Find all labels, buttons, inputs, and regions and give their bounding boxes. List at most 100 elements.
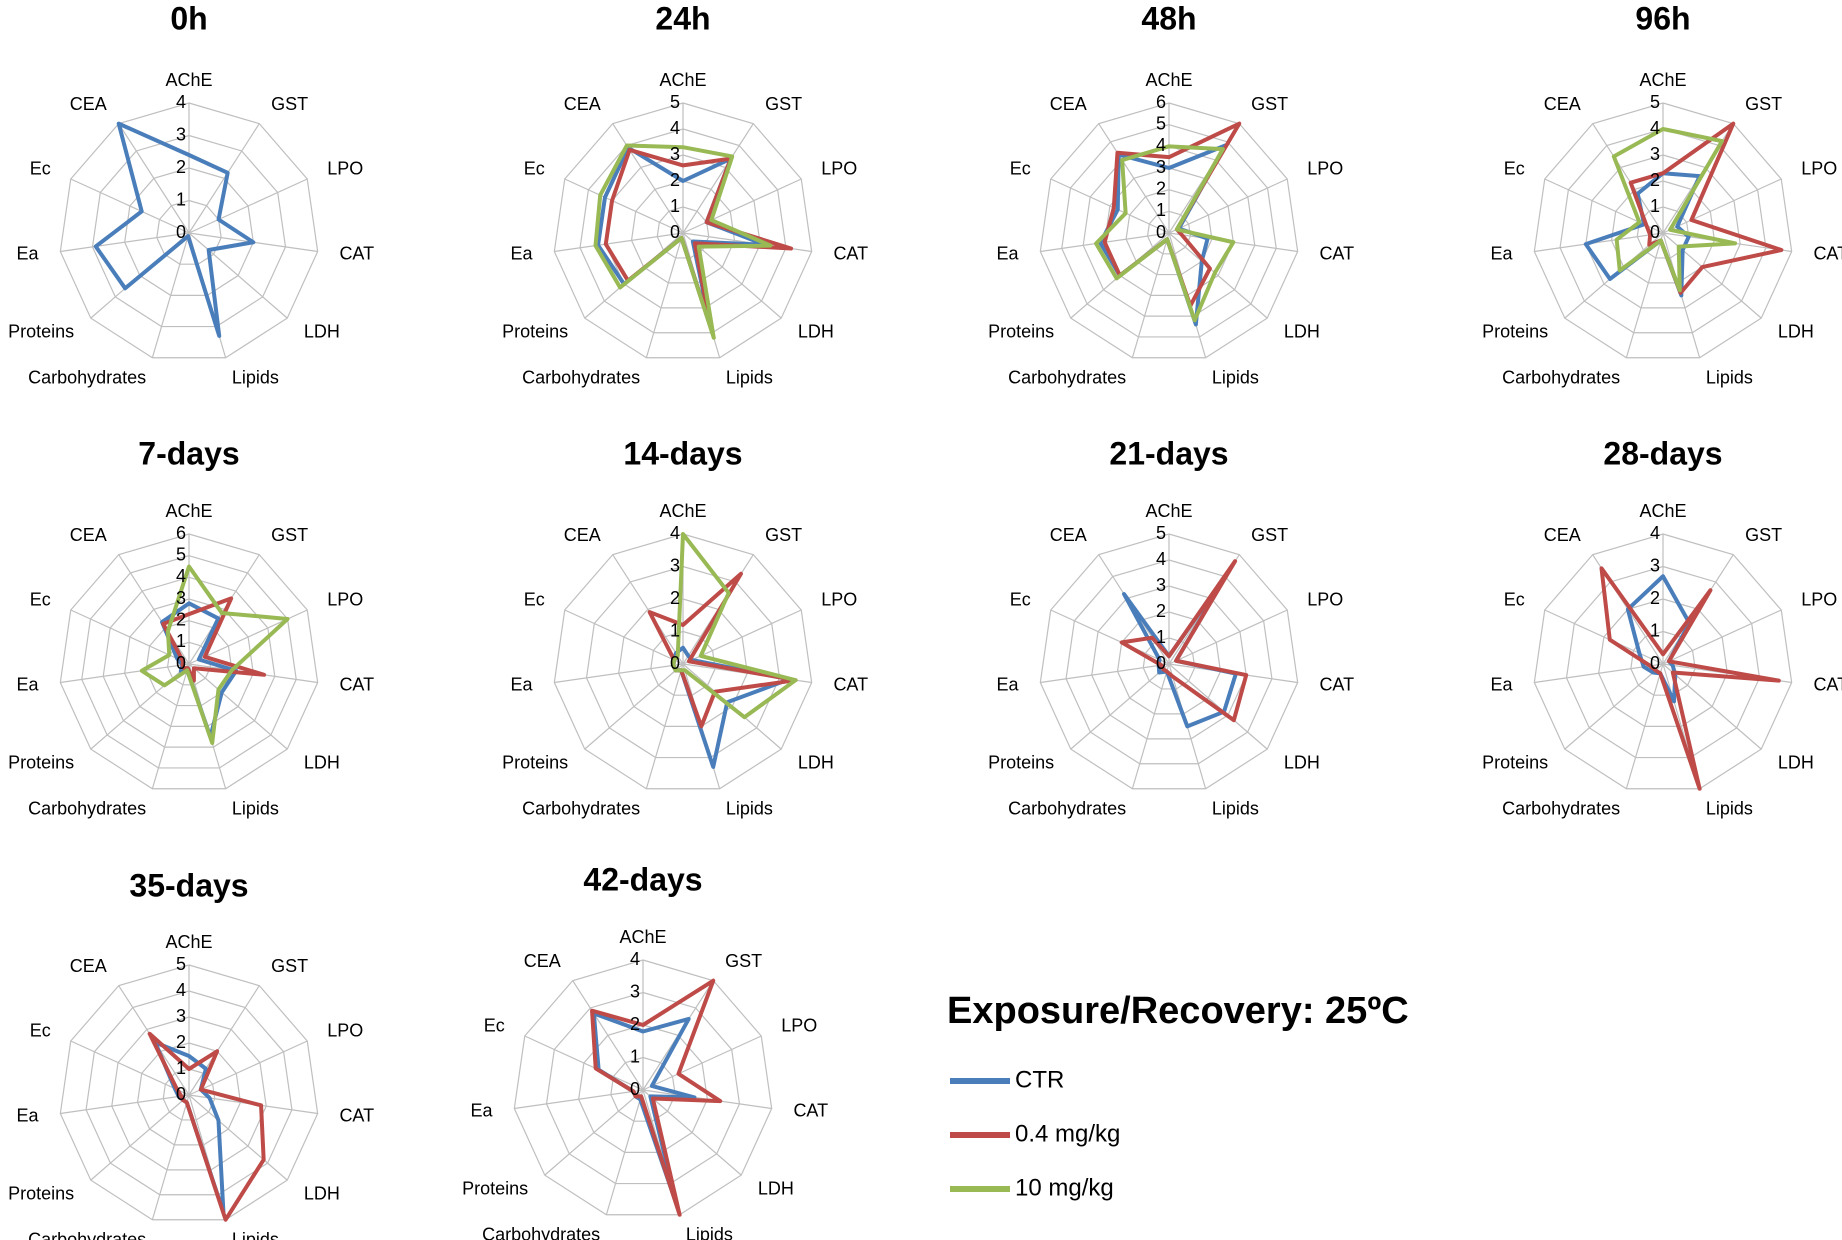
spoke: [612, 554, 684, 665]
axis-label: Carbohydrates: [28, 799, 146, 819]
series-line: [1122, 567, 1238, 729]
grid-ring: [91, 134, 287, 328]
series-line: [647, 571, 798, 729]
grid-ring: [1082, 145, 1256, 317]
axis-label: Ea: [997, 243, 1020, 263]
chart-title: 7-days: [138, 435, 239, 471]
grid-ring: [1630, 630, 1696, 696]
axis-label: Ec: [484, 1016, 505, 1036]
spoke: [188, 123, 260, 234]
axis-label: AChE: [165, 70, 212, 90]
r-tick-label: 2: [1650, 170, 1660, 190]
spoke: [544, 1089, 644, 1176]
axis-label: Ec: [1504, 159, 1525, 179]
axis-label: Lipids: [232, 799, 279, 819]
r-tick-label: 5: [670, 92, 680, 112]
r-tick-label: 5: [176, 544, 186, 564]
grid-ring: [578, 1024, 708, 1153]
spoke: [60, 1094, 190, 1115]
axis-label: Carbohydrates: [28, 368, 146, 388]
chart-title: 96h: [1635, 0, 1690, 36]
axis-label: Lipids: [686, 1225, 733, 1240]
r-tick-label: 3: [1156, 575, 1166, 595]
axis-label: CEA: [524, 951, 561, 971]
axis-label: LDH: [304, 1183, 340, 1203]
spoke: [1168, 178, 1288, 234]
r-tick-label: 5: [1650, 92, 1660, 112]
axis-label: Ea: [17, 1105, 40, 1125]
axis-label: GST: [271, 94, 308, 114]
axis-label: Proteins: [8, 752, 74, 772]
grid-ring: [81, 555, 297, 769]
axis-label: CEA: [1544, 94, 1581, 114]
spoke: [1050, 178, 1170, 234]
grid-ring: [1636, 206, 1690, 259]
spoke: [1592, 123, 1664, 234]
r-tick-label: 5: [1156, 523, 1166, 543]
series-line: [1094, 144, 1236, 323]
axis-label: LDH: [304, 321, 340, 341]
axis-label: Proteins: [1482, 321, 1548, 341]
axis-label: AChE: [1145, 501, 1192, 521]
grid-ring: [59, 964, 319, 1221]
r-tick-label: 4: [670, 523, 680, 543]
r-tick-label: 2: [630, 1014, 640, 1034]
r-tick-label: 4: [176, 980, 186, 1000]
axis-label: AChE: [1639, 70, 1686, 90]
grid-ring: [545, 991, 741, 1185]
axis-label: CAT: [793, 1100, 828, 1120]
axis-label: CAT: [833, 243, 868, 263]
axis-label: Carbohydrates: [1502, 799, 1620, 819]
axis-label: CEA: [70, 94, 107, 114]
axis-label: Lipids: [232, 368, 279, 388]
axis-label: LDH: [1778, 752, 1814, 772]
spoke: [188, 1094, 288, 1181]
spoke: [188, 985, 260, 1096]
spoke: [564, 609, 684, 665]
grid-ring: [1065, 559, 1273, 765]
spoke: [118, 554, 190, 665]
r-tick-label: 3: [670, 144, 680, 164]
series-line: [139, 564, 290, 745]
axis-label: LDH: [304, 752, 340, 772]
axis-label: LDH: [758, 1178, 794, 1198]
spoke: [1168, 609, 1288, 665]
spoke: [151, 663, 190, 789]
axis-label: LPO: [327, 590, 363, 610]
axis-label: GST: [271, 956, 308, 976]
series-line: [161, 596, 267, 683]
chart-title: 24h: [655, 0, 710, 36]
spoke: [118, 123, 190, 234]
axis-label: AChE: [1145, 70, 1192, 90]
spoke: [70, 178, 190, 234]
axis-label: CAT: [339, 243, 374, 263]
axis-label: CEA: [1544, 525, 1581, 545]
axis-label: Carbohydrates: [28, 1230, 146, 1240]
axis-label: Ea: [471, 1100, 494, 1120]
grid-ring: [1610, 180, 1716, 284]
spoke: [642, 1035, 762, 1091]
grid-ring: [605, 154, 761, 309]
axis-label: LPO: [781, 1016, 817, 1036]
axis-label: Ea: [17, 243, 40, 263]
spoke: [1544, 609, 1664, 665]
axis-label: LPO: [821, 590, 857, 610]
grid-ring: [553, 102, 813, 359]
axis-label: CEA: [70, 525, 107, 545]
axis-label: Ec: [30, 590, 51, 610]
axis-label: Lipids: [1706, 799, 1753, 819]
axis-label: Ec: [30, 1021, 51, 1041]
axis-label: Ea: [997, 674, 1020, 694]
spoke: [60, 663, 190, 684]
spoke: [1662, 178, 1782, 234]
axis-label: Ec: [524, 159, 545, 179]
series-line: [593, 143, 773, 340]
legend-title: Exposure/Recovery: 25ºC: [947, 990, 1409, 1032]
r-tick-label: 3: [670, 555, 680, 575]
axis-label: Carbohydrates: [1008, 368, 1126, 388]
r-tick-label: 0: [1650, 653, 1660, 673]
chart-title: 21-days: [1109, 435, 1228, 471]
chart-title: 28-days: [1603, 435, 1722, 471]
spoke: [151, 1094, 190, 1220]
